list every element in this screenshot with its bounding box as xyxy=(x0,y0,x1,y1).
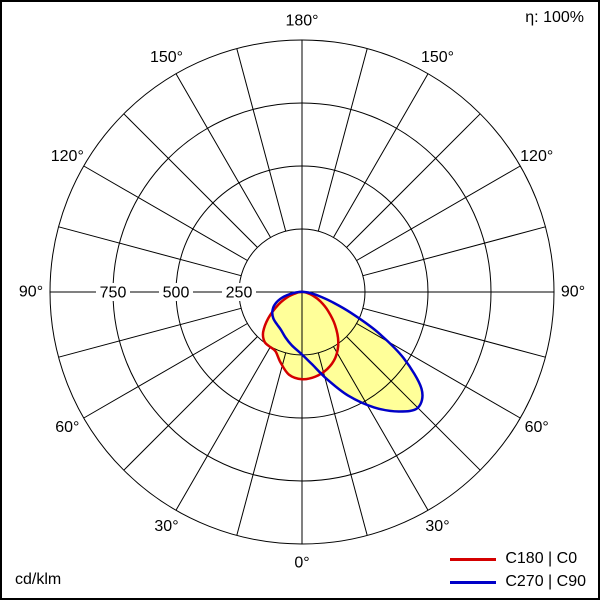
angle-label: 60° xyxy=(525,419,549,436)
efficiency-label: η: 100% xyxy=(525,9,584,26)
legend-line-red xyxy=(450,557,497,561)
angle-label: 120° xyxy=(520,148,553,165)
angle-label: 30° xyxy=(154,518,178,535)
angle-label: 30° xyxy=(425,518,449,535)
legend-item-c90: C270 | C90 xyxy=(450,573,586,591)
radial-tick-label: 250 xyxy=(226,285,253,302)
angle-label: 60° xyxy=(55,419,79,436)
angle-label: 90° xyxy=(19,284,43,301)
angle-label: 0° xyxy=(294,555,309,572)
angle-labels: 0° 30° 30° 60° 60° 90° 90° 120° 120° 150° 150° 180° xyxy=(19,13,585,572)
angle-label: 150° xyxy=(421,49,454,66)
radial-tick-label: 500 xyxy=(163,285,190,302)
legend-line-blue xyxy=(450,580,497,584)
angle-label: 90° xyxy=(561,284,585,301)
radial-tick-label: 750 xyxy=(100,285,127,302)
angle-label: 150° xyxy=(150,49,183,66)
legend-item-c0: C180 | C0 xyxy=(450,550,586,568)
radial-tick-labels: 250 500 750 xyxy=(96,283,256,302)
angle-label: 180° xyxy=(285,13,318,30)
series-curves xyxy=(261,290,424,413)
legend-label-c0: C180 | C0 xyxy=(505,550,578,567)
angle-label: 120° xyxy=(51,148,84,165)
unit-label: cd/klm xyxy=(15,571,62,588)
legend: C180 | C0 C270 | C90 xyxy=(450,550,586,591)
legend-label-c90: C270 | C90 xyxy=(505,573,586,590)
